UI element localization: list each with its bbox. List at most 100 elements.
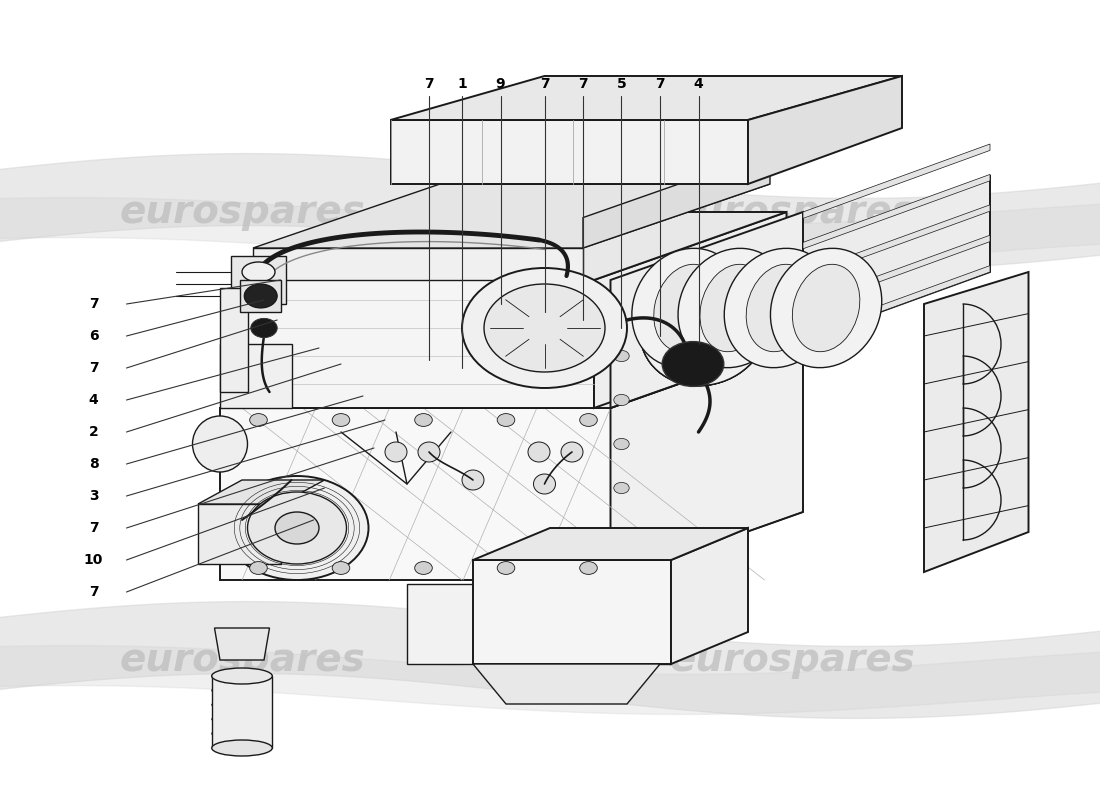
Polygon shape: [390, 120, 748, 184]
Polygon shape: [242, 280, 594, 408]
Circle shape: [332, 414, 350, 426]
Circle shape: [275, 512, 319, 544]
Polygon shape: [220, 344, 292, 408]
Ellipse shape: [211, 714, 273, 725]
Ellipse shape: [640, 270, 768, 386]
Polygon shape: [473, 528, 748, 560]
Text: 10: 10: [84, 553, 103, 567]
Polygon shape: [240, 280, 280, 312]
Polygon shape: [231, 256, 286, 304]
Text: eurospares: eurospares: [119, 641, 365, 679]
Polygon shape: [748, 76, 902, 184]
Ellipse shape: [534, 474, 556, 494]
Ellipse shape: [418, 442, 440, 462]
Circle shape: [415, 562, 432, 574]
Ellipse shape: [640, 270, 768, 386]
Ellipse shape: [724, 248, 836, 368]
Polygon shape: [253, 248, 583, 280]
Text: 2: 2: [89, 425, 98, 439]
Polygon shape: [220, 288, 248, 392]
Ellipse shape: [211, 685, 273, 696]
Circle shape: [251, 318, 277, 338]
Text: eurospares: eurospares: [119, 193, 365, 231]
Circle shape: [497, 414, 515, 426]
Polygon shape: [803, 144, 990, 218]
Circle shape: [580, 414, 597, 426]
Circle shape: [415, 414, 432, 426]
Circle shape: [497, 562, 515, 574]
Polygon shape: [214, 628, 270, 660]
Circle shape: [614, 394, 629, 406]
Circle shape: [332, 562, 350, 574]
Polygon shape: [253, 184, 770, 248]
Ellipse shape: [640, 270, 768, 386]
Ellipse shape: [640, 270, 768, 386]
Circle shape: [614, 438, 629, 450]
Ellipse shape: [211, 668, 273, 684]
Text: 6: 6: [89, 329, 98, 343]
Text: 7: 7: [89, 521, 98, 535]
Polygon shape: [583, 152, 770, 248]
Circle shape: [580, 562, 597, 574]
Ellipse shape: [678, 248, 790, 368]
Ellipse shape: [211, 740, 273, 756]
Polygon shape: [610, 212, 803, 408]
Text: 3: 3: [89, 489, 98, 503]
Polygon shape: [220, 408, 610, 580]
Text: 7: 7: [89, 361, 98, 375]
Polygon shape: [198, 480, 324, 504]
Text: 8: 8: [89, 457, 98, 471]
Text: 7: 7: [89, 585, 98, 599]
Text: 1: 1: [458, 77, 466, 91]
Polygon shape: [390, 76, 902, 120]
Polygon shape: [803, 266, 990, 340]
Circle shape: [244, 284, 277, 308]
Text: 7: 7: [656, 77, 664, 91]
Ellipse shape: [385, 442, 407, 462]
Polygon shape: [473, 560, 671, 664]
Circle shape: [614, 350, 629, 362]
Polygon shape: [220, 340, 803, 408]
Circle shape: [614, 482, 629, 494]
Circle shape: [662, 342, 724, 386]
Circle shape: [250, 414, 267, 426]
Polygon shape: [671, 528, 748, 664]
Ellipse shape: [211, 670, 273, 682]
Circle shape: [226, 476, 368, 580]
Ellipse shape: [192, 416, 248, 472]
Text: 7: 7: [579, 77, 587, 91]
Ellipse shape: [242, 262, 275, 282]
Circle shape: [484, 284, 605, 372]
Text: 7: 7: [89, 297, 98, 311]
Polygon shape: [242, 212, 786, 280]
Polygon shape: [803, 205, 990, 279]
Polygon shape: [924, 272, 1028, 572]
Ellipse shape: [631, 248, 744, 368]
Ellipse shape: [700, 264, 768, 352]
Ellipse shape: [462, 470, 484, 490]
Ellipse shape: [792, 264, 860, 352]
Ellipse shape: [528, 442, 550, 462]
Polygon shape: [610, 340, 803, 580]
Polygon shape: [594, 212, 786, 408]
Text: 7: 7: [425, 77, 433, 91]
Text: eurospares: eurospares: [669, 193, 915, 231]
Ellipse shape: [561, 442, 583, 462]
Ellipse shape: [653, 264, 722, 352]
Polygon shape: [407, 584, 671, 664]
Ellipse shape: [211, 728, 273, 739]
Polygon shape: [803, 235, 990, 310]
Ellipse shape: [211, 699, 273, 710]
Text: 4: 4: [694, 77, 703, 91]
Text: 9: 9: [496, 77, 505, 91]
Circle shape: [462, 268, 627, 388]
Text: 4: 4: [89, 393, 98, 407]
Polygon shape: [803, 174, 990, 249]
Text: eurospares: eurospares: [669, 641, 915, 679]
Ellipse shape: [770, 248, 882, 368]
Polygon shape: [803, 176, 990, 340]
Polygon shape: [198, 504, 280, 564]
Ellipse shape: [746, 264, 814, 352]
Polygon shape: [212, 676, 272, 748]
Polygon shape: [473, 664, 660, 704]
